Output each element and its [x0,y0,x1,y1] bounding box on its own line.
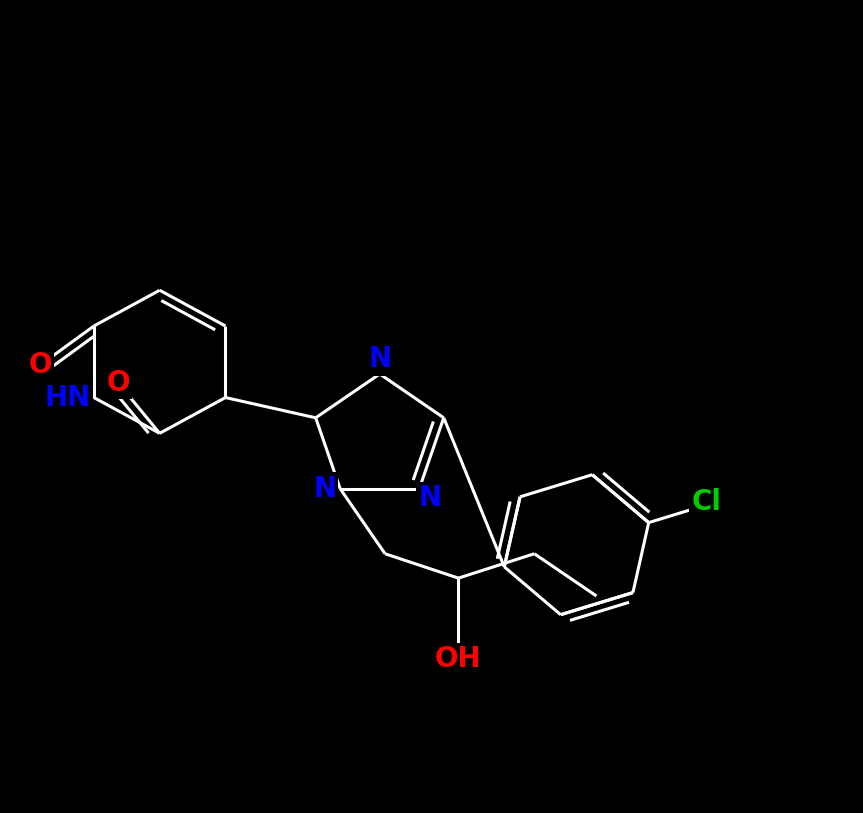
Text: O: O [28,351,52,379]
Text: O: O [106,369,130,397]
Text: N: N [369,346,391,373]
Text: OH: OH [435,646,482,673]
Text: Cl: Cl [691,489,721,516]
Text: HN: HN [45,384,91,411]
Text: N: N [418,485,441,512]
Text: N: N [313,475,337,502]
